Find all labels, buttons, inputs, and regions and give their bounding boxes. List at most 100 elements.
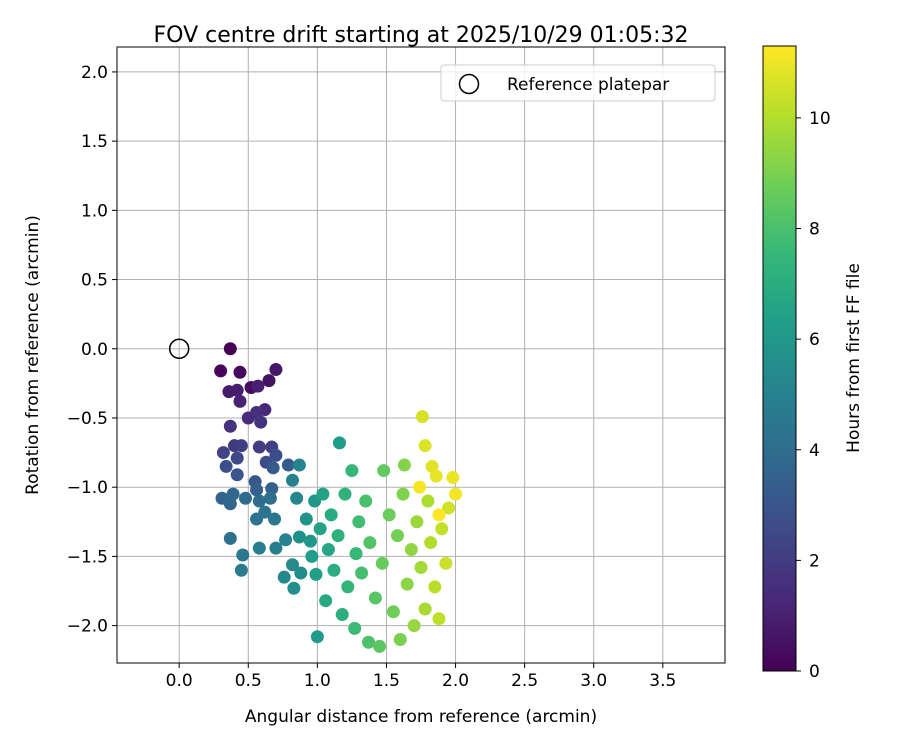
scatter-point bbox=[281, 458, 295, 472]
colorbar-tick-label: 8 bbox=[809, 220, 820, 240]
scatter-points bbox=[214, 342, 463, 653]
x-tick-label: 0.5 bbox=[235, 671, 262, 691]
scatter-point bbox=[233, 394, 247, 408]
y-axis-label: Rotation from reference (arcmin) bbox=[23, 215, 43, 495]
scatter-point bbox=[309, 567, 323, 581]
scatter-point bbox=[305, 549, 319, 563]
scatter-point bbox=[230, 468, 244, 482]
scatter-point bbox=[234, 563, 248, 577]
scatter-point bbox=[355, 566, 369, 580]
scatter-point bbox=[335, 608, 349, 622]
scatter-point bbox=[327, 563, 341, 577]
scatter-point bbox=[368, 591, 382, 605]
scatter-point bbox=[391, 529, 405, 543]
scatter-point bbox=[449, 487, 463, 501]
scatter-point bbox=[415, 410, 429, 424]
scatter-point bbox=[285, 473, 299, 487]
x-tick-label: 2.0 bbox=[442, 671, 469, 691]
scatter-point bbox=[234, 439, 248, 453]
y-tick-label: 1.0 bbox=[81, 201, 108, 221]
y-tick-label: 1.5 bbox=[81, 132, 108, 152]
scatter-point bbox=[310, 630, 324, 644]
y-axis-ticks: 2.0 1.5 1.0 0.5 0.0 −0.5 −1.0 −1.5 −2.0 bbox=[67, 63, 117, 637]
scatter-point bbox=[332, 436, 346, 450]
scatter-point bbox=[250, 405, 264, 419]
x-tick-label: 2.5 bbox=[511, 671, 538, 691]
scatter-point bbox=[418, 602, 432, 616]
scatter-point bbox=[223, 531, 237, 545]
y-tick-label: −1.0 bbox=[67, 478, 108, 498]
colorbar-tick-label: 4 bbox=[809, 441, 820, 461]
scatter-point bbox=[373, 639, 387, 653]
scatter-point bbox=[338, 487, 352, 501]
scatter-point bbox=[435, 522, 449, 536]
scatter-point bbox=[292, 530, 306, 544]
scatter-point bbox=[266, 461, 280, 475]
scatter-point bbox=[345, 464, 359, 478]
scatter-point bbox=[352, 515, 366, 529]
scatter-point bbox=[223, 419, 237, 433]
x-axis-label: Angular distance from reference (arcmin) bbox=[245, 707, 597, 727]
scatter-point bbox=[424, 536, 438, 550]
scatter-point bbox=[361, 635, 375, 649]
scatter-point bbox=[397, 458, 411, 472]
scatter-point bbox=[428, 580, 442, 594]
scatter-point bbox=[258, 505, 272, 519]
scatter-point bbox=[421, 494, 435, 508]
scatter-point bbox=[251, 379, 265, 393]
y-tick-label: −2.0 bbox=[67, 617, 108, 637]
axes-frame bbox=[116, 46, 726, 664]
y-tick-label: 2.0 bbox=[81, 63, 108, 83]
scatter-point bbox=[432, 612, 446, 626]
scatter-point bbox=[414, 560, 428, 574]
scatter-point bbox=[442, 501, 456, 515]
scatter-point bbox=[413, 480, 427, 494]
colorbar bbox=[762, 45, 797, 672]
legend-entry-reference: Reference platepar bbox=[507, 75, 669, 95]
scatter-point bbox=[429, 469, 443, 483]
scatter-point bbox=[396, 487, 410, 501]
scatter-point bbox=[386, 605, 400, 619]
scatter-point bbox=[290, 491, 304, 505]
chart-title: FOV centre drift starting at 2025/10/29 … bbox=[154, 23, 689, 48]
scatter-point bbox=[407, 619, 421, 633]
scatter-point bbox=[359, 494, 373, 508]
scatter-point bbox=[269, 541, 283, 555]
scatter-point bbox=[230, 451, 244, 465]
scatter-point bbox=[236, 548, 250, 562]
scatter-point bbox=[425, 459, 439, 473]
scatter-point bbox=[377, 464, 391, 478]
reference-point-marker bbox=[168, 338, 190, 360]
colorbar-tick-label: 10 bbox=[809, 109, 831, 129]
legend: Reference platepar bbox=[440, 64, 716, 102]
scatter-point bbox=[287, 581, 301, 595]
x-tick-label: 1.5 bbox=[373, 671, 400, 691]
scatter-point bbox=[239, 491, 253, 505]
scatter-point bbox=[262, 374, 276, 388]
x-tick-label: 1.0 bbox=[304, 671, 331, 691]
scatter-point bbox=[324, 508, 338, 522]
scatter-point bbox=[219, 459, 233, 473]
legend-marker-icon bbox=[458, 73, 480, 95]
scatter-point bbox=[348, 621, 362, 635]
scatter-point bbox=[233, 365, 247, 379]
scatter-point bbox=[341, 580, 355, 594]
scatter-point bbox=[223, 342, 237, 356]
x-tick-label: 3.0 bbox=[580, 671, 607, 691]
scatter-point bbox=[313, 522, 327, 536]
x-tick-label: 3.5 bbox=[649, 671, 676, 691]
scatter-point bbox=[277, 570, 291, 584]
scatter-point bbox=[319, 594, 333, 608]
scatter-point bbox=[265, 482, 279, 496]
scatter-point bbox=[214, 364, 228, 378]
scatter-point bbox=[349, 547, 363, 561]
scatter-point bbox=[292, 458, 306, 472]
scatter-point bbox=[418, 439, 432, 453]
scatter-point bbox=[400, 577, 414, 591]
scatter-point bbox=[410, 515, 424, 529]
scatter-point bbox=[279, 533, 293, 547]
y-tick-label: 0.5 bbox=[81, 271, 108, 291]
colorbar-tick-label: 0 bbox=[809, 662, 820, 682]
scatter-point bbox=[303, 534, 317, 548]
